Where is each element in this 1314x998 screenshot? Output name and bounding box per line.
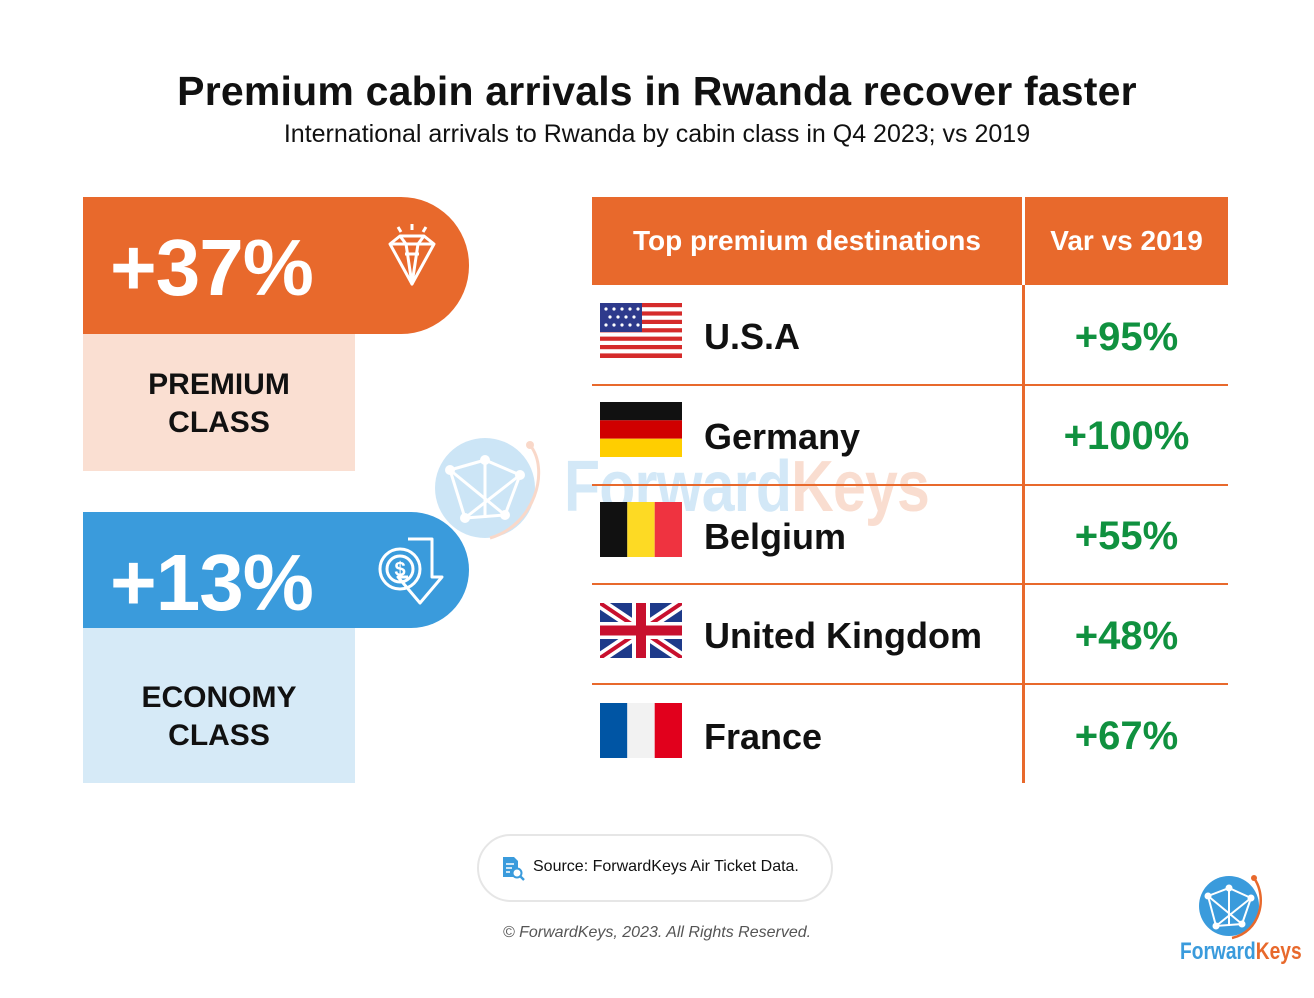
country-label: France xyxy=(704,716,823,757)
copyright-text: © ForwardKeys, 2023. All Rights Reserved… xyxy=(502,924,812,941)
forwardkeys-logo-text: ForwardKeys xyxy=(1180,938,1302,965)
uk-flag xyxy=(600,603,682,658)
dollar-arrow-down-icon: $ xyxy=(378,537,444,605)
watermark-globe-icon xyxy=(435,438,541,540)
economy-kpi-label-box xyxy=(83,628,355,783)
belgium-flag xyxy=(600,502,682,557)
variation-value: +67% xyxy=(1074,714,1179,758)
variation-value: +100% xyxy=(1063,414,1190,458)
row-divider xyxy=(592,583,1228,585)
diamond-icon xyxy=(388,224,436,286)
variation-value: +95% xyxy=(1074,315,1179,359)
row-divider xyxy=(592,484,1228,486)
premium-kpi-banner xyxy=(83,197,469,334)
premium-kpi-label: PREMIUM CLASS xyxy=(148,368,290,439)
germany-flag xyxy=(600,402,682,457)
source-pill xyxy=(477,834,833,902)
document-search-icon xyxy=(503,857,525,881)
usa-flag xyxy=(600,303,682,358)
economy-kpi-label: ECONOMY CLASS xyxy=(141,681,297,752)
premium-kpi-label-box xyxy=(83,334,355,471)
source-text: Source: ForwardKeys Air Ticket Data. xyxy=(533,858,799,875)
country-label: United Kingdom xyxy=(704,615,982,656)
header-divider xyxy=(1022,197,1025,285)
row-divider xyxy=(592,683,1228,685)
variation-value: +48% xyxy=(1074,614,1179,658)
row-divider xyxy=(592,384,1228,386)
forwardkeys-globe-icon xyxy=(1199,875,1262,940)
svg-text:$: $ xyxy=(394,559,405,581)
chart-title: Premium cabin arrivals in Rwanda recover… xyxy=(177,68,1137,114)
france-flag xyxy=(600,703,682,758)
chart-subtitle: International arrivals to Rwanda by cabi… xyxy=(283,120,1031,148)
economy-kpi-banner xyxy=(83,512,469,628)
country-label: Belgium xyxy=(704,516,847,557)
table-header: Top premium destinations Var vs 2019 xyxy=(592,197,1228,285)
country-label: U.S.A xyxy=(704,316,801,357)
variation-value: +55% xyxy=(1074,514,1179,558)
economy-kpi-value: +13% xyxy=(110,538,314,627)
country-label: Germany xyxy=(704,416,861,457)
column-header-variation: Var vs 2019 xyxy=(1050,225,1203,256)
premium-kpi-value: +37% xyxy=(110,223,314,312)
column-divider xyxy=(1022,197,1025,783)
column-header-destinations: Top premium destinations xyxy=(633,225,981,256)
